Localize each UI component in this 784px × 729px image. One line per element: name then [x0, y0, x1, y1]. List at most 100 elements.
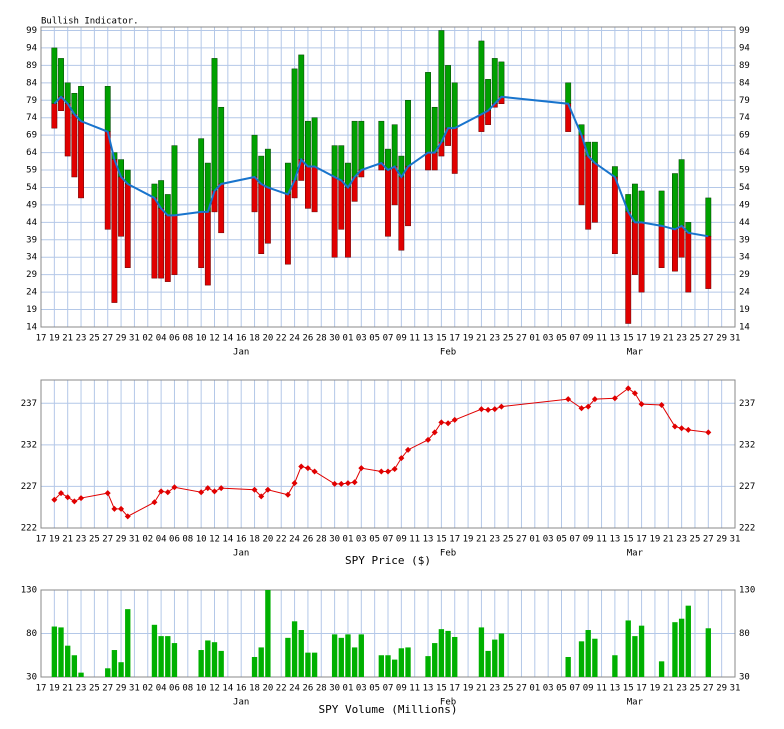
- bar: [198, 650, 204, 677]
- x-tick-label: 08: [182, 684, 193, 694]
- x-tick-label: 21: [62, 535, 73, 545]
- x-tick-label: 07: [569, 535, 580, 545]
- x-tick-label: 11: [409, 684, 420, 694]
- x-tick-label: 27: [516, 334, 527, 344]
- x-tick-label: 06: [169, 334, 180, 344]
- x-tick-label: 25: [690, 535, 701, 545]
- bar: [298, 630, 304, 677]
- x-tick-label: 10: [196, 684, 207, 694]
- y-tick-label-right: 29: [739, 270, 750, 280]
- point: [298, 463, 305, 470]
- y-tick-label-right: 39: [739, 235, 750, 245]
- x-tick-label: 04: [156, 334, 167, 344]
- bar: [358, 634, 364, 677]
- x-tick-label: 21: [663, 535, 674, 545]
- point: [291, 480, 298, 487]
- bar: [331, 634, 338, 677]
- point: [111, 505, 118, 512]
- x-tick-label: 21: [663, 684, 674, 694]
- y-tick-label: 74: [26, 113, 37, 123]
- y-tick-label-right: 130: [739, 586, 755, 596]
- low-bar: [478, 113, 485, 132]
- low-bar: [638, 222, 645, 293]
- x-tick-label: 15: [623, 334, 634, 344]
- x-tick-label: 17: [36, 535, 47, 545]
- bar: [118, 662, 124, 677]
- x-tick-label: 23: [489, 334, 500, 344]
- x-tick-label: 25: [89, 684, 100, 694]
- y-tick-label-right: 34: [739, 253, 750, 263]
- x-tick-label: 07: [383, 334, 394, 344]
- high-bar: [431, 106, 438, 153]
- x-tick-label: 17: [636, 684, 647, 694]
- x-tick-label: 23: [676, 334, 687, 344]
- x-tick-label: 25: [690, 684, 701, 694]
- x-tick-label: 27: [703, 535, 714, 545]
- point: [158, 488, 165, 495]
- low-bar: [104, 131, 111, 230]
- x-tick-label: 26: [303, 535, 314, 545]
- y-tick-label-right: 232: [739, 440, 755, 450]
- high-bar: [264, 148, 271, 188]
- x-tick-label: 03: [543, 684, 554, 694]
- bar: [378, 655, 384, 677]
- x-tick-label: 24: [289, 535, 300, 545]
- x-tick-label: 28: [316, 684, 327, 694]
- bar: [338, 637, 344, 677]
- high-bar: [405, 100, 411, 167]
- y-tick-label: 69: [26, 131, 37, 141]
- low-bar: [685, 232, 692, 293]
- point: [685, 426, 692, 433]
- y-tick-label: 64: [26, 148, 37, 158]
- chart-title: Bullish Indicator.: [41, 17, 139, 27]
- high-bar: [438, 30, 445, 143]
- x-tick-label: 03: [356, 684, 367, 694]
- low-bar: [331, 176, 338, 258]
- x-tick-label: 25: [503, 684, 514, 694]
- bar: [445, 630, 451, 677]
- x-tick-label: 27: [703, 334, 714, 344]
- bar: [58, 627, 64, 677]
- bar: [345, 634, 351, 677]
- high-bar: [658, 190, 665, 227]
- high-bar: [485, 79, 492, 111]
- y-tick-label: 237: [21, 399, 37, 409]
- x-tick-label: 21: [663, 334, 674, 344]
- low-bar: [118, 176, 124, 237]
- low-bar: [611, 176, 618, 254]
- high-bar: [305, 120, 311, 167]
- bar: [51, 626, 58, 677]
- month-label: Feb: [440, 348, 456, 358]
- low-bar: [338, 180, 345, 230]
- x-tick-label: 15: [623, 535, 634, 545]
- bar: [658, 661, 665, 677]
- point: [251, 486, 258, 493]
- x-tick-label: 07: [383, 684, 394, 694]
- x-tick-label: 27: [516, 535, 527, 545]
- x-tick-label: 25: [89, 334, 100, 344]
- x-tick-label: 12: [209, 684, 220, 694]
- month-label: Feb: [440, 698, 456, 708]
- low-bar: [311, 166, 318, 213]
- y-tick-label: 49: [26, 200, 37, 210]
- x-tick-label: 11: [596, 684, 607, 694]
- x-tick-label: 03: [543, 535, 554, 545]
- low-bar: [431, 152, 438, 171]
- x-tick-label: 11: [596, 535, 607, 545]
- x-tick-label: 16: [236, 334, 247, 344]
- bar: [291, 621, 298, 677]
- point: [591, 396, 598, 403]
- x-tick-label: 19: [650, 535, 661, 545]
- high-bar: [251, 134, 258, 178]
- low-bar: [158, 208, 165, 279]
- x-tick-label: 07: [569, 334, 580, 344]
- x-tick-label: 17: [36, 334, 47, 344]
- x-tick-label: 14: [222, 334, 233, 344]
- point: [118, 505, 125, 512]
- high-bar: [445, 65, 451, 129]
- x-tick-label: 22: [276, 535, 287, 545]
- low-bar: [151, 197, 158, 279]
- point: [211, 488, 218, 495]
- y-tick-label: 59: [26, 166, 37, 176]
- x-tick-label: 25: [503, 334, 514, 344]
